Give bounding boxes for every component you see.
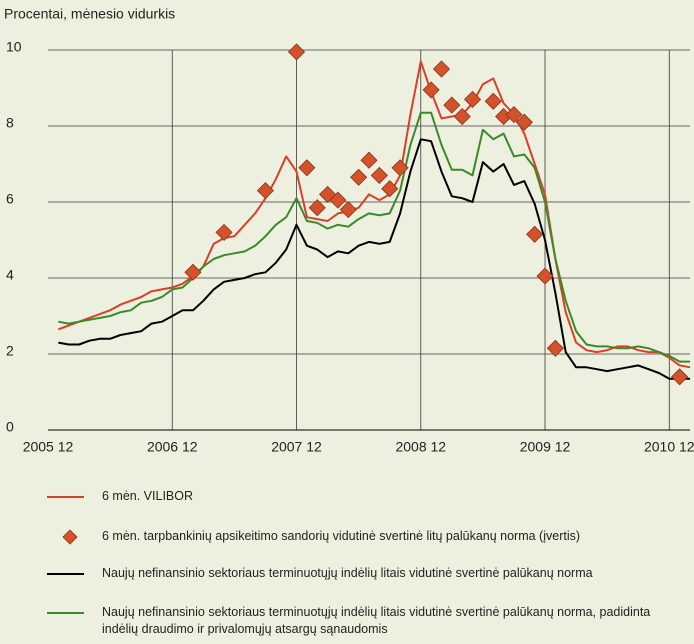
legend-label: Naujų nefinansinio sektoriaus terminuotų… <box>102 566 593 580</box>
chart-title: Procentai, mėnesio vidurkis <box>4 6 175 22</box>
diamond-marker <box>360 151 378 169</box>
diamond-marker <box>536 267 554 285</box>
diamond-marker <box>526 225 544 243</box>
diamond-marker <box>184 263 202 281</box>
y-tick-label: 10 <box>6 39 22 55</box>
diamond-marker <box>256 182 275 200</box>
series-line <box>58 60 691 369</box>
legend-label: Naujų nefinansinio sektoriaus terminuotų… <box>102 605 651 636</box>
diamond-marker <box>287 43 306 61</box>
diamond-marker <box>329 191 347 209</box>
y-tick-label: 2 <box>6 343 14 359</box>
x-tick-label: 2006 12 <box>147 439 198 455</box>
y-tick-label: 8 <box>6 115 14 131</box>
diamond-marker <box>422 81 440 99</box>
x-tick-label: 2005 12 <box>23 439 74 455</box>
series-line <box>58 138 690 380</box>
diamond-marker <box>432 60 451 78</box>
diamond-marker <box>484 92 502 110</box>
diamond-marker <box>671 368 689 386</box>
y-tick-label: 6 <box>6 191 14 207</box>
diamond-marker <box>546 339 564 357</box>
diamond-marker <box>381 180 399 198</box>
diamond-marker <box>453 107 471 126</box>
diamond-marker <box>505 106 523 124</box>
diamond-marker <box>308 199 326 217</box>
diamond-marker <box>350 168 368 186</box>
x-tick-label: 2009 12 <box>520 439 571 455</box>
diamond-marker <box>319 185 337 203</box>
legend-label: 6 mėn. tarpbankinių apsikeitimo sandorių… <box>102 529 581 543</box>
legend-swatch <box>62 529 78 545</box>
series-line <box>58 111 690 363</box>
y-tick-label: 4 <box>6 267 14 283</box>
x-tick-label: 2007 12 <box>271 439 322 455</box>
legend-label: 6 mėn. VILIBOR <box>102 489 194 503</box>
y-tick-label: 0 <box>6 419 14 435</box>
diamond-marker <box>391 159 409 177</box>
diamond-marker <box>215 223 233 241</box>
diamond-marker <box>339 201 357 219</box>
diamond-marker <box>443 96 461 114</box>
x-tick-label: 2010 12 <box>644 439 694 455</box>
x-tick-label: 2008 12 <box>395 439 446 455</box>
diamond-marker <box>298 159 316 177</box>
diamond-marker <box>370 166 388 184</box>
diamond-marker <box>515 113 533 131</box>
diamond-marker <box>463 90 482 108</box>
